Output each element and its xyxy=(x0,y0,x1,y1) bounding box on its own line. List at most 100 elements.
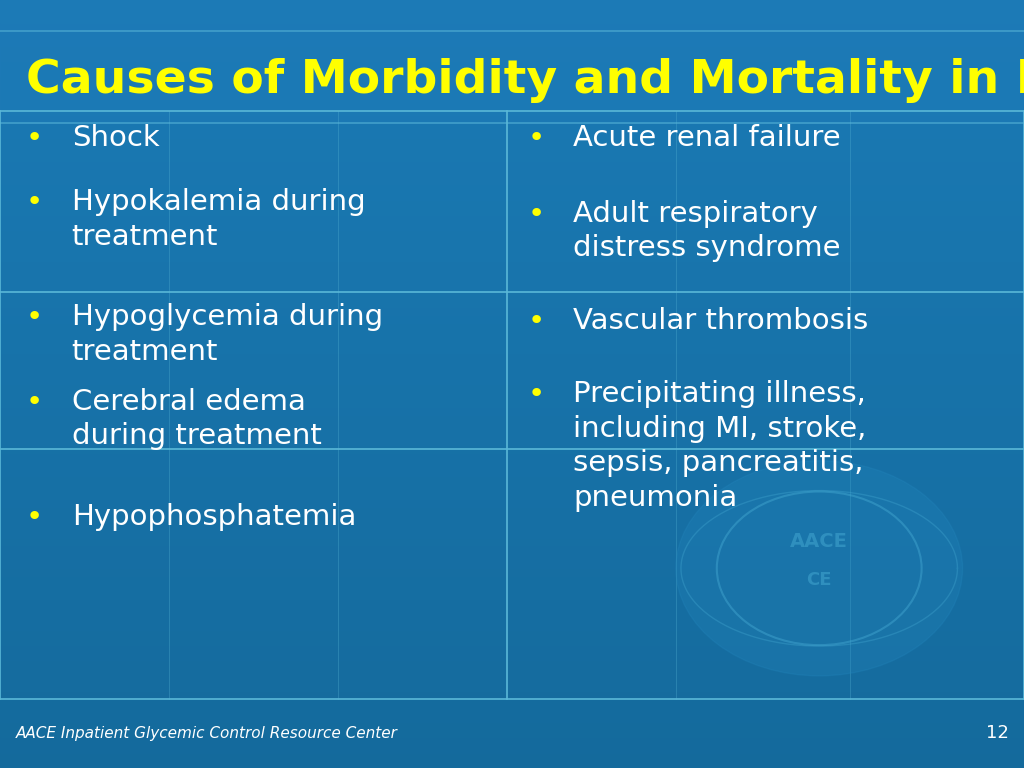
Bar xyxy=(0,276,1024,284)
Bar xyxy=(0,399,1024,407)
Bar xyxy=(0,246,1024,253)
Bar xyxy=(0,584,1024,591)
Text: Acute renal failure: Acute renal failure xyxy=(573,124,841,152)
Bar xyxy=(0,23,1024,31)
Bar xyxy=(0,714,1024,722)
Bar xyxy=(0,238,1024,246)
Bar xyxy=(0,346,1024,353)
Bar xyxy=(0,407,1024,415)
Bar xyxy=(0,730,1024,737)
Text: •: • xyxy=(26,503,43,531)
Bar xyxy=(0,745,1024,753)
Bar xyxy=(0,430,1024,438)
Bar xyxy=(0,445,1024,453)
Bar xyxy=(0,676,1024,684)
Text: AACE Inpatient Glycemic Control Resource Center: AACE Inpatient Glycemic Control Resource… xyxy=(15,726,397,741)
Bar xyxy=(0,307,1024,315)
Bar xyxy=(0,630,1024,637)
Bar xyxy=(0,138,1024,146)
Text: Hypophosphatemia: Hypophosphatemia xyxy=(72,503,356,531)
Bar xyxy=(0,330,1024,338)
Text: •: • xyxy=(527,307,545,335)
Bar xyxy=(0,522,1024,530)
Bar xyxy=(0,323,1024,330)
Bar xyxy=(0,154,1024,161)
Bar xyxy=(0,684,1024,691)
Bar xyxy=(0,77,1024,84)
Bar xyxy=(0,722,1024,730)
Bar xyxy=(0,108,1024,115)
Bar xyxy=(0,131,1024,138)
Bar xyxy=(0,300,1024,307)
Bar xyxy=(0,69,1024,77)
Text: •: • xyxy=(26,303,43,331)
Bar xyxy=(0,0,1024,123)
Bar xyxy=(0,438,1024,445)
Bar xyxy=(0,315,1024,323)
Text: Hypokalemia during
treatment: Hypokalemia during treatment xyxy=(72,188,366,251)
Bar xyxy=(0,760,1024,768)
Bar xyxy=(0,223,1024,230)
Text: Shock: Shock xyxy=(72,124,160,152)
Bar xyxy=(0,184,1024,192)
Bar xyxy=(0,515,1024,522)
Bar xyxy=(0,614,1024,622)
Circle shape xyxy=(676,461,963,676)
Bar xyxy=(0,453,1024,461)
Bar xyxy=(0,284,1024,292)
Bar xyxy=(0,622,1024,630)
Bar xyxy=(0,422,1024,430)
Bar xyxy=(0,61,1024,69)
Bar xyxy=(0,561,1024,568)
Bar xyxy=(0,553,1024,561)
Bar xyxy=(0,169,1024,177)
Bar xyxy=(0,568,1024,576)
Bar xyxy=(0,84,1024,92)
Text: 12: 12 xyxy=(986,724,1009,743)
Bar xyxy=(0,161,1024,169)
Text: Causes of Morbidity and Mortality in DKA: Causes of Morbidity and Mortality in DKA xyxy=(26,58,1024,103)
Text: Precipitating illness,
including MI, stroke,
sepsis, pancreatitis,
pneumonia: Precipitating illness, including MI, str… xyxy=(573,380,866,512)
Bar xyxy=(0,361,1024,369)
Bar xyxy=(0,737,1024,745)
Bar xyxy=(0,261,1024,269)
Bar xyxy=(0,545,1024,553)
Bar xyxy=(0,484,1024,492)
Bar xyxy=(0,15,1024,23)
Bar xyxy=(0,353,1024,361)
Bar xyxy=(0,38,1024,46)
Bar xyxy=(0,653,1024,660)
Bar xyxy=(0,0,1024,8)
Bar xyxy=(0,253,1024,261)
Text: •: • xyxy=(527,124,545,152)
Text: •: • xyxy=(26,188,43,216)
Bar xyxy=(0,376,1024,384)
Text: Vascular thrombosis: Vascular thrombosis xyxy=(573,307,868,335)
Bar xyxy=(0,707,1024,714)
Bar xyxy=(0,192,1024,200)
Bar xyxy=(0,607,1024,614)
Bar xyxy=(0,691,1024,699)
Bar xyxy=(0,753,1024,760)
Bar xyxy=(0,499,1024,507)
Text: Adult respiratory
distress syndrome: Adult respiratory distress syndrome xyxy=(573,200,841,263)
Bar xyxy=(0,668,1024,676)
Text: •: • xyxy=(26,388,43,415)
Bar xyxy=(0,476,1024,484)
Text: •: • xyxy=(26,124,43,152)
Bar xyxy=(0,699,1024,707)
Bar xyxy=(0,538,1024,545)
Bar xyxy=(0,591,1024,599)
Text: Hypoglycemia during
treatment: Hypoglycemia during treatment xyxy=(72,303,383,366)
Text: CE: CE xyxy=(807,571,831,589)
Bar xyxy=(0,177,1024,184)
Bar xyxy=(0,46,1024,54)
Bar xyxy=(0,146,1024,154)
Bar xyxy=(0,660,1024,668)
Bar xyxy=(0,369,1024,376)
Bar xyxy=(0,468,1024,476)
Bar xyxy=(0,269,1024,276)
Bar xyxy=(0,415,1024,422)
Bar xyxy=(0,92,1024,100)
Bar xyxy=(0,461,1024,468)
